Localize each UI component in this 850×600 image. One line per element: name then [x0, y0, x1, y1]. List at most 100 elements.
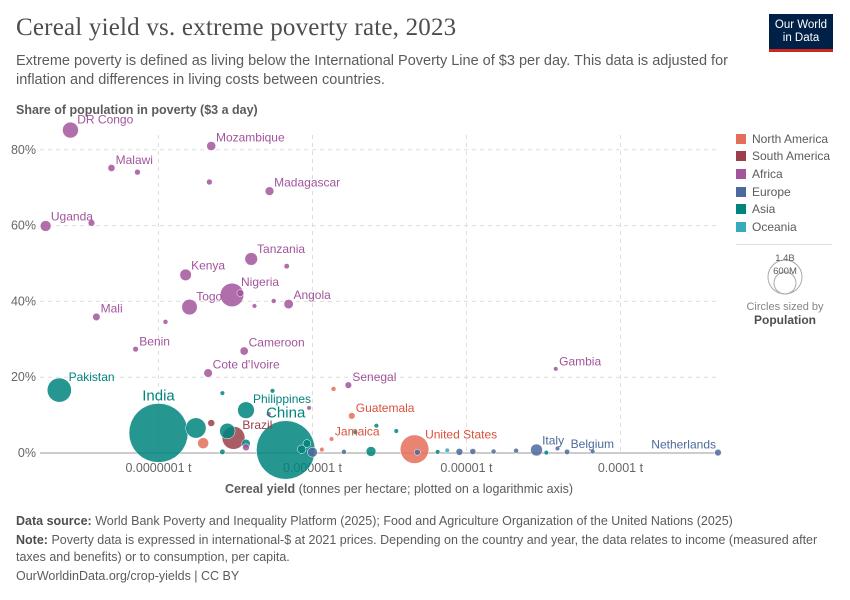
legend-label: Europe — [752, 184, 791, 199]
size-legend-variable: Population — [754, 313, 816, 327]
data-point — [455, 448, 464, 456]
data-point — [134, 168, 141, 176]
y-tick-label: 60% — [11, 219, 36, 233]
chart-title: Cereal yield vs. extreme poverty rate, 2… — [16, 14, 457, 41]
y-axis-label: Share of population in poverty ($3 a day… — [16, 103, 258, 117]
x-tick-label: 0.0001 t — [598, 461, 644, 475]
legend-label: Asia — [752, 202, 776, 217]
y-tick-label: 80% — [11, 143, 36, 157]
size-legend: 1.4B 600M Circles sized by Population — [720, 250, 850, 327]
point-label: Senegal — [352, 370, 396, 384]
legend-item[interactable]: Europe — [736, 183, 832, 201]
data-point — [590, 448, 596, 455]
data-point — [490, 448, 497, 455]
data-point — [513, 448, 519, 454]
data-point — [341, 449, 347, 455]
credit-link[interactable]: OurWorldinData.org/crop-yields | CC BY — [16, 569, 240, 583]
region-legend: North America South America Africa Europe As… — [736, 130, 832, 245]
data-point — [219, 448, 226, 455]
point-label: Gambia — [559, 354, 601, 368]
source-label: Data source: — [16, 514, 92, 528]
x-tick-label: 0.0000001 t — [125, 461, 192, 475]
x-tick-label: 0.00001 t — [440, 461, 493, 475]
data-point — [197, 437, 209, 449]
point-label: India — [142, 387, 175, 404]
footer: Data source: World Bank Poverty and Ineq… — [16, 513, 836, 585]
data-point — [469, 448, 477, 455]
data-point — [219, 282, 244, 307]
point-label: Philippines — [253, 392, 311, 406]
data-point — [62, 121, 79, 139]
data-point — [270, 298, 277, 304]
data-point — [714, 449, 722, 457]
data-point — [269, 388, 276, 394]
data-point — [530, 443, 543, 457]
point-label: Belgium — [571, 437, 614, 451]
legend-item[interactable]: South America — [736, 148, 832, 166]
data-point — [373, 423, 379, 429]
data-point — [266, 411, 272, 417]
legend-item[interactable]: Oceania — [736, 218, 832, 236]
data-point — [207, 419, 215, 427]
data-point — [330, 386, 337, 392]
legend-swatch — [736, 168, 746, 179]
legend-divider — [736, 243, 832, 245]
data-point — [132, 346, 139, 353]
point-label: Cote d'Ivoire — [213, 357, 280, 371]
data-point — [239, 346, 249, 356]
data-point — [47, 377, 72, 403]
data-point — [206, 141, 217, 151]
legend-item[interactable]: Asia — [736, 200, 832, 218]
data-point — [554, 445, 561, 452]
data-point — [181, 299, 198, 316]
size-legend-caption: Circles sized by — [746, 301, 824, 313]
point-label: China — [266, 405, 306, 422]
data-point — [283, 263, 290, 270]
point-label: Uganda — [51, 210, 93, 224]
data-point — [283, 299, 294, 309]
legend-item[interactable]: North America — [736, 130, 832, 148]
legend-swatch — [736, 151, 746, 162]
point-label: Malawi — [116, 153, 153, 167]
data-point — [297, 444, 307, 454]
data-point — [400, 434, 430, 464]
point-label: Angola — [293, 288, 331, 302]
data-point — [329, 436, 335, 442]
point-label: Guatemala — [356, 401, 415, 415]
data-point — [128, 403, 189, 463]
chart-subtitle: Extreme poverty is defined as living bel… — [16, 53, 728, 88]
data-point — [306, 405, 312, 411]
point-label: United States — [425, 428, 497, 442]
point-label: DR Congo — [77, 115, 133, 126]
data-point — [179, 268, 192, 281]
data-point — [92, 312, 101, 321]
point-label: Tanzania — [257, 242, 305, 256]
legend-label: North America — [752, 131, 829, 146]
owid-logo[interactable]: Our World in Data — [769, 14, 833, 52]
data-point — [185, 417, 207, 439]
point-label: Nigeria — [241, 275, 279, 289]
legend-label: South America — [752, 149, 831, 164]
data-point — [543, 450, 549, 456]
data-point — [365, 446, 377, 457]
data-point — [87, 219, 96, 227]
legend-label: Oceania — [752, 219, 797, 234]
point-label: Mali — [101, 302, 123, 316]
x-axis-label: Cereal yield (tonnes per hectare; plotte… — [225, 482, 573, 496]
data-point — [242, 443, 250, 452]
data-point — [302, 439, 312, 448]
data-point — [244, 252, 258, 266]
legend-item[interactable]: Africa — [736, 165, 832, 183]
size-legend-value-large: 1.4B — [775, 253, 795, 264]
size-legend-value-small: 600M — [773, 266, 797, 277]
data-point — [393, 428, 399, 434]
data-point — [319, 447, 325, 453]
data-point — [564, 448, 571, 455]
point-label: Pakistan — [69, 370, 115, 384]
data-point — [444, 447, 450, 453]
point-label: Kenya — [191, 258, 225, 272]
data-point — [251, 303, 258, 309]
point-label: Brazil — [242, 418, 272, 432]
point-label: Benin — [139, 334, 170, 348]
note-text: Poverty data is expressed in internation… — [16, 533, 818, 564]
